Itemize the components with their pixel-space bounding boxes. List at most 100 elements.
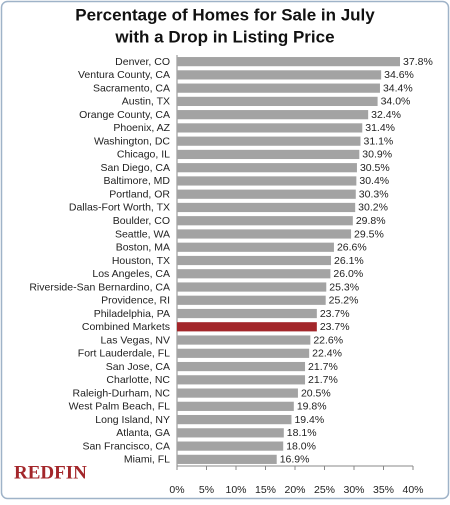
value-label: 34.4%	[383, 82, 413, 94]
value-label: 29.5%	[354, 228, 384, 240]
value-label: 37.8%	[403, 56, 433, 68]
value-label: 20.5%	[301, 387, 331, 399]
y-tick-label: Orange County, CA	[79, 109, 170, 121]
bar	[177, 136, 361, 146]
x-tick-label: 10%	[225, 484, 246, 496]
bar	[177, 454, 277, 464]
y-tick-label: Charlotte, NC	[106, 374, 170, 386]
x-tick-label: 30%	[343, 484, 364, 496]
x-tick-label: 20%	[284, 484, 305, 496]
y-tick-label: Seattle, WA	[115, 228, 170, 240]
x-tick-label: 15%	[255, 484, 276, 496]
y-tick-label: Dallas-Fort Worth, TX	[69, 202, 170, 214]
y-tick-label: Los Angeles, CA	[92, 268, 170, 280]
value-label: 19.4%	[294, 414, 324, 426]
bar	[177, 255, 331, 266]
bar	[177, 322, 317, 332]
bar	[177, 335, 311, 345]
x-tick-label: 25%	[314, 484, 335, 496]
x-tick-label: 5%	[199, 484, 214, 496]
value-label: 31.1%	[363, 135, 393, 147]
y-tick-label: Denver, CO	[115, 56, 170, 68]
bar	[177, 348, 310, 358]
y-tick-label: Boston, MA	[116, 242, 170, 254]
value-label: 18.0%	[286, 440, 316, 452]
y-tick-label: San Francisco, CA	[82, 440, 170, 452]
bar	[177, 83, 380, 93]
bar	[177, 388, 298, 398]
value-label: 22.6%	[313, 334, 343, 346]
value-label: 29.8%	[356, 215, 386, 227]
bar	[177, 375, 306, 385]
y-tick-label: Miami, FL	[124, 454, 170, 466]
value-label: 22.4%	[312, 348, 342, 360]
bar	[177, 216, 353, 226]
bar	[177, 361, 306, 372]
y-tick-label: Austin, TX	[122, 96, 170, 108]
bar	[177, 441, 284, 451]
y-tick-label: Combined Markets	[82, 321, 170, 333]
value-label: 30.3%	[359, 188, 389, 200]
brand-logo: REDFIN	[14, 462, 87, 483]
y-tick-label: Chicago, IL	[117, 149, 170, 161]
y-tick-label: Houston, TX	[112, 255, 170, 267]
bar	[177, 163, 357, 173]
value-label: 30.2%	[358, 202, 388, 214]
value-label: 19.8%	[297, 401, 327, 413]
bar	[177, 57, 401, 67]
bar	[177, 123, 363, 133]
bar	[177, 189, 356, 199]
bar	[177, 242, 334, 252]
y-tick-label: Providence, RI	[101, 295, 170, 307]
value-label: 34.6%	[384, 69, 414, 81]
bar	[177, 96, 378, 107]
bar	[177, 229, 352, 239]
value-label: 34.0%	[381, 96, 411, 108]
y-tick-label: Atlanta, GA	[116, 427, 170, 439]
value-label: 23.7%	[320, 308, 350, 320]
bar	[177, 149, 360, 160]
bar	[177, 308, 317, 319]
value-label: 31.4%	[365, 122, 395, 134]
bar	[177, 70, 382, 80]
y-tick-label: Long Island, NY	[95, 414, 170, 426]
value-label: 30.9%	[362, 149, 392, 161]
value-label: 16.9%	[280, 454, 310, 466]
y-tick-label: Sacramento, CA	[93, 82, 170, 94]
bar	[177, 110, 369, 120]
y-tick-label: Portland, OR	[109, 188, 170, 200]
y-tick-label: Riverside-San Bernardino, CA	[29, 281, 170, 293]
y-tick-label: Philadelphia, PA	[94, 308, 170, 320]
y-tick-label: Phoenix, AZ	[113, 122, 170, 134]
y-tick-label: Baltimore, MD	[103, 175, 170, 187]
bar	[177, 202, 356, 213]
x-tick-label: 40%	[402, 484, 423, 496]
bar	[177, 176, 357, 186]
y-tick-label: West Palm Beach, FL	[69, 401, 171, 413]
bar	[177, 428, 284, 438]
bar	[177, 282, 327, 292]
value-label: 26.6%	[337, 242, 367, 254]
bar	[177, 269, 331, 279]
bar	[177, 401, 294, 411]
y-tick-label: San Diego, CA	[101, 162, 170, 174]
value-label: 32.4%	[371, 109, 401, 121]
value-label: 18.1%	[287, 427, 317, 439]
value-label: 26.0%	[333, 268, 363, 280]
value-label: 23.7%	[320, 321, 350, 333]
y-tick-label: San Jose, CA	[106, 361, 170, 373]
y-tick-label: Washington, DC	[94, 135, 170, 147]
x-tick-label: 0%	[169, 484, 184, 496]
y-tick-label: Fort Lauderdale, FL	[78, 348, 170, 360]
value-label: 25.3%	[329, 281, 359, 293]
x-tick-label: 35%	[373, 484, 394, 496]
y-tick-label: Ventura County, CA	[78, 69, 170, 81]
bar	[177, 295, 326, 305]
value-label: 21.7%	[308, 361, 338, 373]
y-tick-label: Raleigh-Durham, NC	[73, 387, 171, 399]
bar	[177, 414, 292, 425]
value-label: 26.1%	[334, 255, 364, 267]
value-label: 25.2%	[329, 295, 359, 307]
value-label: 21.7%	[308, 374, 338, 386]
